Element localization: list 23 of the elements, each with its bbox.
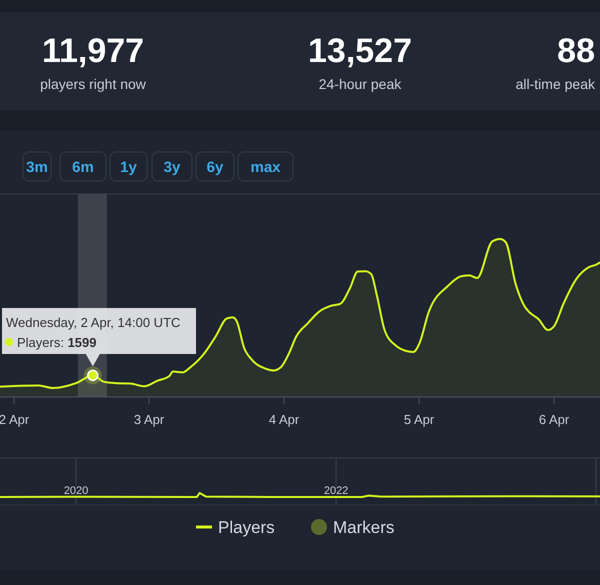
- range-button[interactable]: 1y: [110, 152, 148, 182]
- x-tick-label: 6 Apr: [538, 412, 570, 427]
- x-tick-label: 2020: [64, 485, 88, 497]
- x-tick-label: 2 Apr: [0, 412, 30, 427]
- text: all-time peak: [516, 76, 596, 92]
- text: 24-hour peak: [318, 76, 402, 92]
- x-tick-label: 2022: [324, 485, 348, 497]
- text: players right now: [40, 76, 147, 92]
- text: 88: [557, 32, 595, 70]
- legend-label: Markers: [333, 518, 394, 537]
- range-button[interactable]: 6m: [60, 152, 106, 182]
- x-tick-label: 5 Apr: [404, 412, 435, 427]
- range-button[interactable]: 3m: [22, 152, 52, 182]
- range-button[interactable]: 3y: [152, 152, 192, 182]
- range-button[interactable]: max: [238, 152, 294, 182]
- x-tick-label: 4 Apr: [268, 412, 300, 427]
- x-tick-label: 3 Apr: [134, 412, 165, 427]
- annotation: Wednesday, 2 Apr, 14:00 UTC: [6, 315, 180, 330]
- text: 11,977: [42, 32, 144, 70]
- range-button[interactable]: 6y: [196, 152, 234, 182]
- annotation: Players: 1599: [17, 335, 96, 350]
- text: 13,527: [308, 32, 412, 70]
- legend-label: Players: [218, 518, 275, 537]
